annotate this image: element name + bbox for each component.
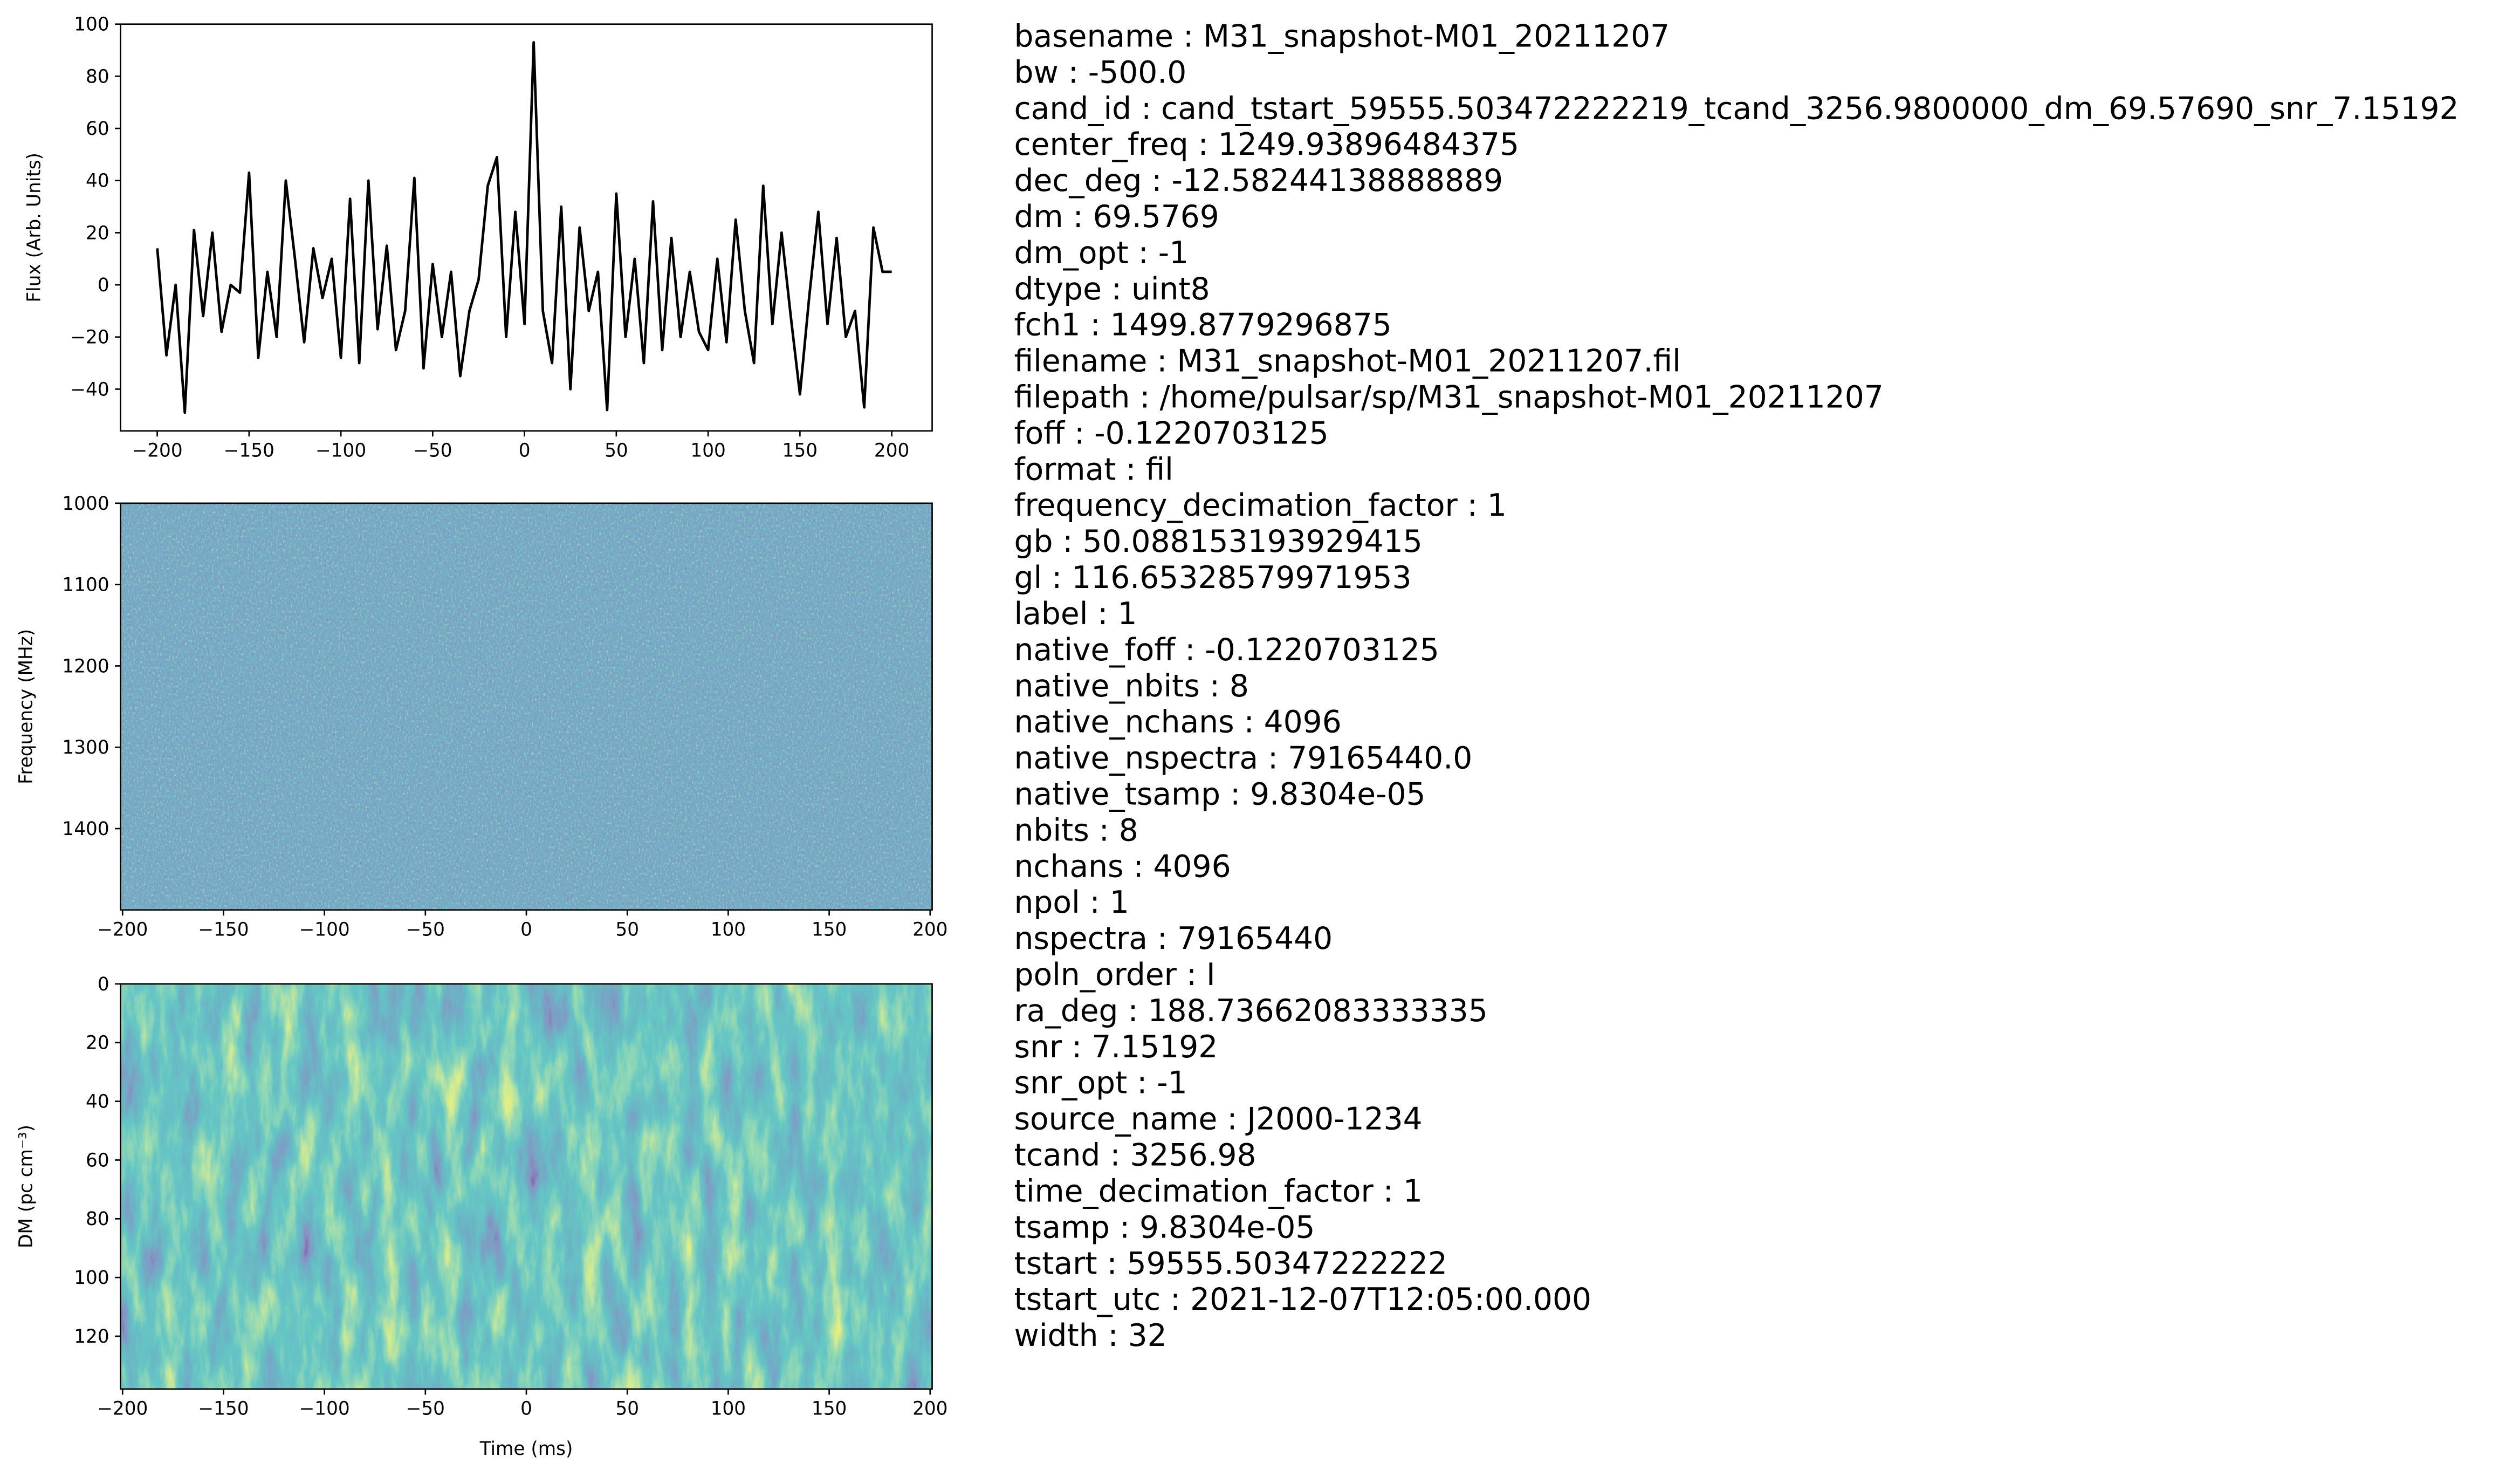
metadata-line: label : 1 — [1014, 596, 1137, 632]
metadata-line: gl : 116.65328579971953 — [1014, 560, 1412, 596]
metadata-line: tcand : 3256.98 — [1014, 1138, 1256, 1173]
y-tick-label: −40 — [70, 379, 109, 400]
metadata-line: gb : 50.088153193929415 — [1014, 524, 1423, 559]
metadata-line: native_nbits : 8 — [1014, 668, 1249, 704]
metadata-line: frequency_decimation_factor : 1 — [1014, 488, 1507, 523]
subplot: −200 −150 −100 −50 0 50 100 150 200 1000 1100 1200 1… — [16, 493, 948, 941]
y-tick-label: 1300 — [62, 737, 109, 758]
x-axis-label: Time (ms) — [479, 1438, 573, 1460]
subplot: −200 −150 −100 −50 0 50 100 150 200 0 20 40 60 80 100 1… — [16, 974, 948, 1460]
metadata-line: foff : -0.1220703125 — [1014, 415, 1329, 451]
metadata-line: tstart_utc : 2021-12-07T12:05:00.000 — [1014, 1282, 1591, 1317]
x-tick-label: −150 — [198, 919, 249, 941]
y-tick-label: 60 — [86, 118, 109, 140]
metadata-line: native_tsamp : 9.8304e-05 — [1014, 776, 1426, 812]
y-tick-label: 20 — [86, 1032, 109, 1054]
metadata-line: tsamp : 9.8304e-05 — [1014, 1209, 1315, 1245]
y-tick-label: −20 — [70, 327, 109, 348]
metadata-line: source_name : J2000-1234 — [1014, 1102, 1423, 1137]
metadata-line: tstart : 59555.50347222222 — [1014, 1246, 1447, 1281]
x-tick-label: 200 — [912, 1398, 947, 1420]
metadata-line: native_nchans : 4096 — [1014, 705, 1342, 740]
y-tick-label: 60 — [86, 1150, 109, 1171]
axes-frame — [120, 23, 933, 432]
metadata-line: native_foff : -0.1220703125 — [1014, 632, 1439, 668]
x-tick-label: −150 — [198, 1398, 249, 1420]
metadata-line: bw : -500.0 — [1014, 54, 1187, 90]
metadata-line: basename : M31_snapshot-M01_20211207 — [1014, 18, 1670, 54]
y-tick-label: 120 — [74, 1326, 109, 1348]
y-tick-label: 20 — [86, 222, 109, 244]
x-tick-label: −50 — [406, 919, 445, 941]
y-tick-label: 1100 — [62, 575, 109, 596]
heatmap-image — [120, 503, 932, 910]
metadata-line: fch1 : 1499.8779296875 — [1014, 307, 1392, 343]
subplot: −200 −150 −100 −50 0 50 100 150 200−40−200204060… — [24, 14, 933, 461]
metadata-line: width : 32 — [1014, 1318, 1167, 1353]
x-tick-label: 50 — [615, 1398, 639, 1420]
y-tick-label: 80 — [86, 1208, 109, 1230]
metadata-line: filepath : /home/pulsar/sp/M31_snapshot-… — [1014, 380, 1884, 415]
metadata-line: snr_opt : -1 — [1014, 1065, 1187, 1101]
metadata-line: filename : M31_snapshot-M01_20211207.fil — [1014, 344, 1681, 379]
y-tick-label: 40 — [86, 170, 109, 192]
y-tick-label: 100 — [74, 1267, 109, 1289]
x-tick-label: 100 — [690, 440, 725, 461]
x-tick-label: 150 — [782, 440, 818, 461]
x-tick-label: −200 — [132, 440, 183, 461]
y-axis-label: DM (pc cm⁻³) — [16, 1125, 37, 1248]
x-tick-label: 50 — [605, 440, 628, 461]
x-tick-label: 0 — [519, 440, 531, 461]
flux-line — [156, 41, 892, 414]
metadata-line: format : fil — [1014, 452, 1173, 487]
y-tick-label: 40 — [86, 1091, 109, 1113]
x-tick-label: 0 — [520, 1398, 532, 1420]
metadata-line: nbits : 8 — [1014, 812, 1138, 848]
x-tick-label: 100 — [711, 1398, 746, 1420]
y-tick-label: 0 — [98, 275, 109, 296]
metadata-line: nspectra : 79165440 — [1014, 921, 1333, 956]
x-tick-label: 0 — [520, 919, 532, 941]
x-tick-label: −100 — [315, 440, 366, 461]
metadata-line: dtype : uint8 — [1014, 271, 1210, 307]
metadata-line: ra_deg : 188.73662083333335 — [1014, 993, 1488, 1029]
y-tick-label: 100 — [74, 14, 109, 36]
metadata-line: npol : 1 — [1014, 885, 1129, 920]
metadata-line: dm_opt : -1 — [1014, 235, 1189, 271]
y-tick-label: 1200 — [62, 655, 109, 677]
y-axis-label: Frequency (MHz) — [16, 629, 37, 784]
x-tick-label: −50 — [406, 1398, 445, 1420]
metadata-line: native_nspectra : 79165440.0 — [1014, 741, 1473, 776]
y-tick-label: 80 — [86, 66, 109, 87]
metadata-line: cand_id : cand_tstart_59555.503472222219… — [1014, 91, 2459, 126]
metadata-line: center_freq : 1249.93896484375 — [1014, 127, 1519, 162]
x-tick-label: 50 — [615, 919, 639, 941]
x-tick-label: −150 — [224, 440, 274, 461]
x-tick-label: −100 — [299, 1398, 350, 1420]
metadata-line: time_decimation_factor : 1 — [1014, 1173, 1423, 1209]
x-tick-label: 200 — [874, 440, 909, 461]
x-tick-label: 150 — [812, 919, 847, 941]
metadata-line: nchans : 4096 — [1014, 849, 1231, 884]
x-tick-label: 200 — [912, 919, 947, 941]
x-tick-label: 100 — [711, 919, 746, 941]
metadata-line: snr : 7.15192 — [1014, 1029, 1218, 1065]
metadata-line: dm : 69.5769 — [1014, 199, 1219, 235]
x-tick-label: −200 — [97, 919, 148, 941]
y-tick-label: 1400 — [62, 818, 109, 840]
x-tick-label: −100 — [299, 919, 350, 941]
x-tick-label: −50 — [413, 440, 452, 461]
y-tick-label: 0 — [98, 974, 109, 995]
x-tick-label: 150 — [812, 1398, 847, 1420]
metadata-line: dec_deg : -12.58244138888889 — [1014, 163, 1503, 199]
metadata-line: poln_order : I — [1014, 957, 1216, 993]
y-tick-label: 1000 — [62, 493, 109, 515]
heatmap-image — [120, 983, 932, 1389]
y-axis-label: Flux (Arb. Units) — [24, 153, 45, 303]
x-tick-label: −200 — [97, 1398, 148, 1420]
